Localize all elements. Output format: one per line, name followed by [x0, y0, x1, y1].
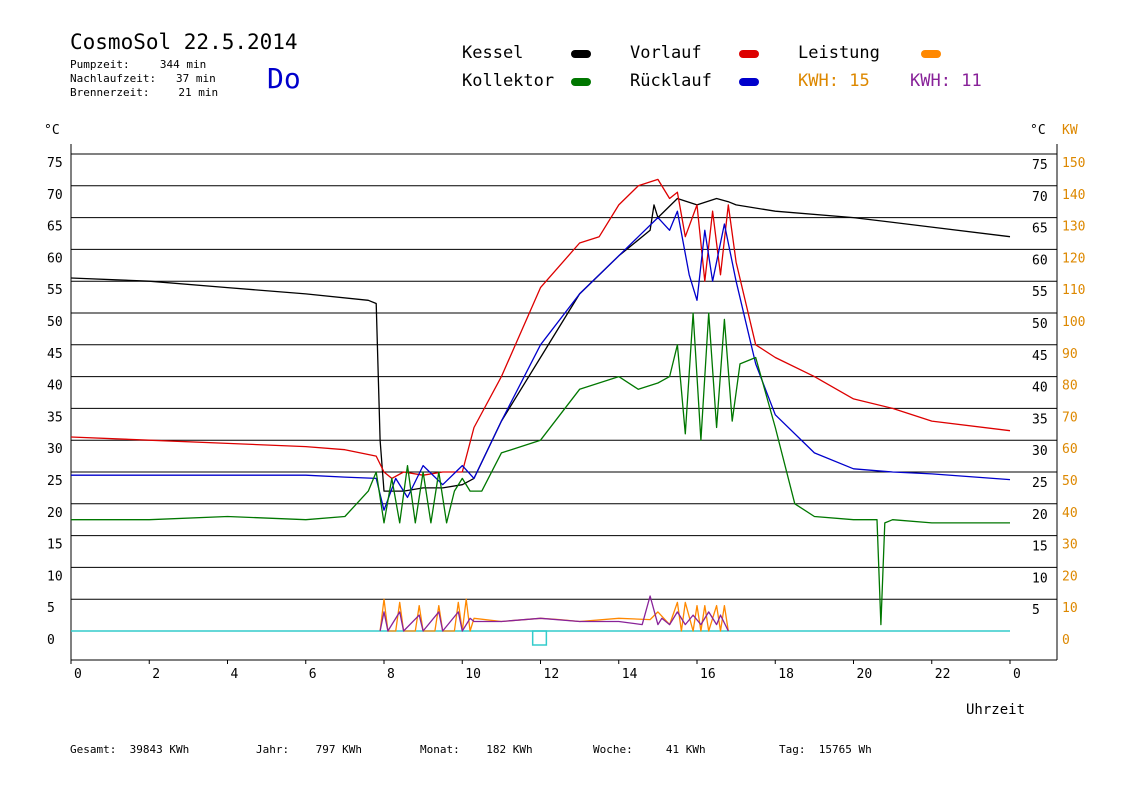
y-tick-left: 10: [47, 569, 63, 584]
y-tick-right: 15: [1032, 540, 1048, 555]
footer-tag: Tag: 15765 Wh: [779, 743, 872, 756]
stat-pumpzeit: Pumpzeit: 344 min: [70, 58, 207, 71]
x-axis-label: Uhrzeit: [966, 702, 1025, 718]
y-tick-left: 60: [47, 251, 63, 266]
series-line-vorlauf: [70, 178, 1011, 480]
x-tick-label: 2: [152, 667, 160, 682]
power-tick: 0: [1062, 633, 1070, 648]
y-axis-unit-left: °C: [44, 123, 60, 138]
y-tick-left: 75: [47, 156, 63, 171]
x-tick-label: 16: [700, 667, 716, 682]
x-tick-label: 4: [231, 667, 239, 682]
chart-title: CosmoSol 22.5.2014: [70, 30, 298, 54]
footer-monat: Monat: 182 KWh: [420, 743, 533, 756]
series-line-rcklauf: [71, 210, 1011, 511]
legend-kollektor: Kollektor: [462, 71, 555, 91]
legend-kessel: Kessel: [462, 43, 524, 63]
legend-ruecklauf: Rücklauf: [630, 71, 712, 91]
y-tick-left: 0: [47, 633, 55, 648]
pump-marker: [531, 630, 548, 646]
power-tick: 20: [1062, 569, 1078, 584]
series-line-kollektor: [71, 312, 1010, 626]
power-tick: 10: [1062, 601, 1078, 616]
x-tick-label: 10: [465, 667, 481, 682]
y-tick-left: 65: [47, 220, 63, 235]
y-tick-right: 20: [1032, 508, 1048, 523]
power-tick: 80: [1062, 379, 1078, 394]
x-tick-label: 0: [1013, 667, 1021, 682]
y-tick-right: 40: [1032, 381, 1048, 396]
power-tick: 130: [1062, 220, 1085, 235]
y-tick-right: 5: [1032, 603, 1040, 618]
power-tick: 100: [1062, 315, 1085, 330]
x-tick-label: 22: [935, 667, 951, 682]
y-tick-right: 70: [1032, 190, 1048, 205]
footer-woche: Woche: 41 KWh: [593, 743, 706, 756]
legend-leistung-swatch: [921, 50, 941, 58]
power-axis-unit: KW: [1062, 123, 1078, 138]
stat-brennerzeit: Brennerzeit: 21 min: [70, 86, 219, 99]
power-tick: 110: [1062, 283, 1085, 298]
y-tick-right: 75: [1032, 158, 1048, 173]
legend-leistung: Leistung: [798, 43, 880, 63]
y-tick-left: 70: [47, 188, 63, 203]
y-tick-left: 15: [47, 538, 63, 553]
power-tick: 50: [1062, 474, 1078, 489]
legend-vorlauf-swatch: [739, 50, 759, 58]
power-tick: 150: [1062, 156, 1085, 171]
y-tick-right: 45: [1032, 349, 1048, 364]
footer-gesamt: Gesamt: 39843 KWh: [70, 743, 190, 756]
legend-kollektor-swatch: [571, 78, 591, 86]
footer-jahr: Jahr: 797 KWh: [256, 743, 362, 756]
x-tick-label: 14: [622, 667, 638, 682]
x-tick-label: 18: [778, 667, 794, 682]
power-tick: 140: [1062, 188, 1085, 203]
power-tick: 30: [1062, 538, 1078, 553]
y-tick-right: 50: [1032, 317, 1048, 332]
y-tick-left: 50: [47, 315, 63, 330]
stat-nachlaufzeit: Nachlaufzeit: 37 min: [70, 72, 216, 85]
legend-kwh-2: KWH: 11: [910, 71, 982, 91]
x-tick-label: 20: [857, 667, 873, 682]
x-tick-label: 12: [544, 667, 560, 682]
legend-vorlauf: Vorlauf: [630, 43, 702, 63]
y-tick-left: 20: [47, 506, 63, 521]
y-tick-left: 40: [47, 379, 63, 394]
power-tick: 70: [1062, 410, 1078, 425]
y-tick-right: 55: [1032, 285, 1048, 300]
y-tick-right: 10: [1032, 571, 1048, 586]
y-tick-left: 5: [47, 601, 55, 616]
y-tick-left: 30: [47, 442, 63, 457]
y-tick-left: 55: [47, 283, 63, 298]
legend-kwh-1: KWH: 15: [798, 71, 870, 91]
power-tick: 40: [1062, 506, 1078, 521]
weekday-label: Do: [267, 62, 301, 95]
y-tick-left: 35: [47, 410, 63, 425]
legend-ruecklauf-swatch: [739, 78, 759, 86]
series-line-kwh: [379, 595, 729, 632]
y-axis-unit-right: °C: [1030, 123, 1046, 138]
y-tick-right: 65: [1032, 222, 1048, 237]
series-line-kessel: [70, 197, 1011, 492]
power-tick: 90: [1062, 347, 1078, 362]
power-tick: 120: [1062, 251, 1085, 266]
y-tick-left: 45: [47, 347, 63, 362]
x-tick-label: 0: [74, 667, 82, 682]
y-tick-right: 30: [1032, 444, 1048, 459]
x-tick-label: 8: [387, 667, 395, 682]
y-tick-right: 35: [1032, 412, 1048, 427]
power-tick: 60: [1062, 442, 1078, 457]
y-tick-left: 25: [47, 474, 63, 489]
y-tick-right: 60: [1032, 253, 1048, 268]
legend-kessel-swatch: [571, 50, 591, 58]
x-tick-label: 6: [309, 667, 317, 682]
y-tick-right: 25: [1032, 476, 1048, 491]
